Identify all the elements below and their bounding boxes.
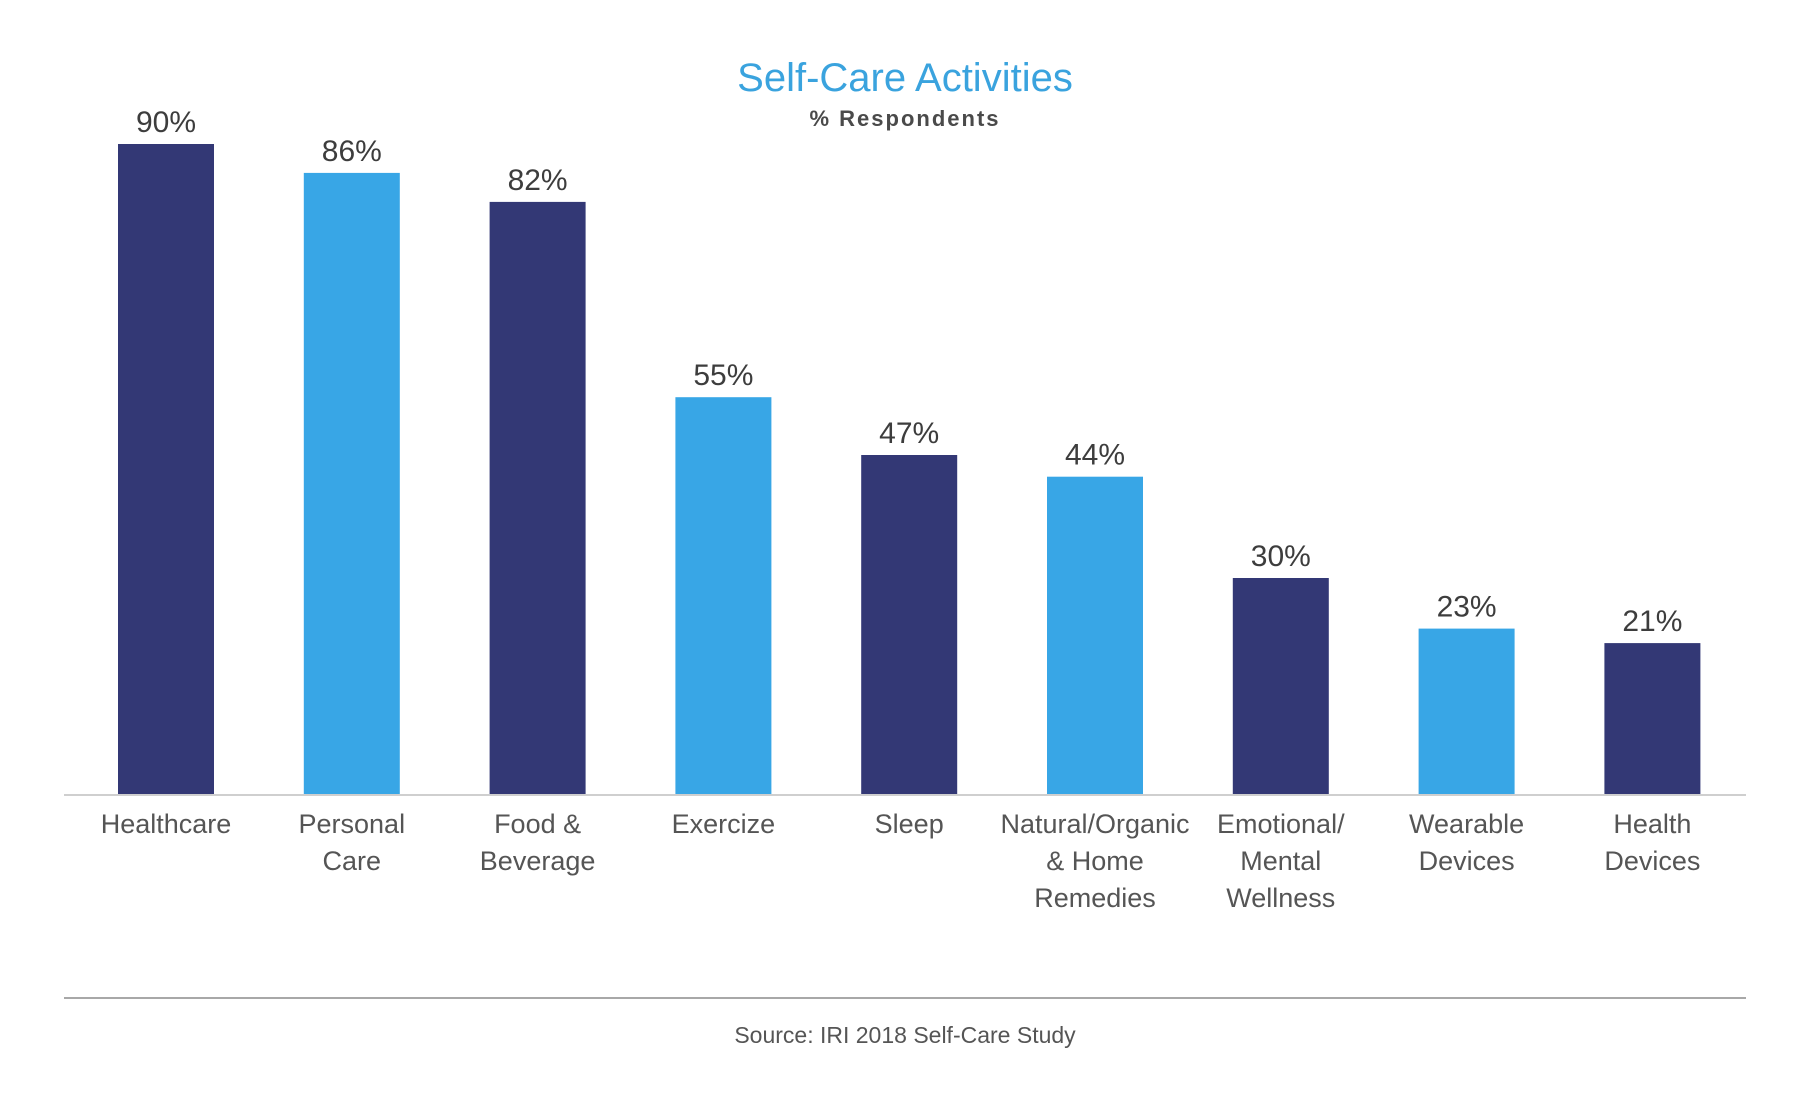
category-label-6: Emotional/Mental Wellness (1217, 809, 1345, 913)
value-label-0: 90% (136, 106, 196, 139)
category-label-1: Personal Care (299, 809, 406, 876)
value-label-2: 82% (508, 164, 568, 197)
category-label-line: Health (1613, 809, 1691, 839)
category-label-line: Beverage (480, 846, 596, 876)
chart-subtitle: % Respondents (809, 106, 1000, 131)
category-label-line: Care (323, 846, 382, 876)
category-label-line: Healthcare (101, 809, 232, 839)
bar-3 (675, 397, 772, 795)
category-label-line: & Home (1046, 846, 1144, 876)
bar-8 (1604, 643, 1701, 795)
category-label-line: Devices (1419, 846, 1515, 876)
bars-group (118, 144, 1701, 795)
value-label-5: 44% (1065, 439, 1125, 472)
category-labels-group: Healthcare Personal Care Food & Beverage Exer… (101, 809, 1701, 913)
bar-6 (1232, 578, 1329, 795)
category-label-0: Healthcare (101, 809, 232, 839)
category-label-line: Food & (494, 809, 581, 839)
value-label-6: 30% (1251, 540, 1311, 573)
bar-2 (489, 201, 586, 795)
category-label-line: Wellness (1226, 883, 1335, 913)
value-label-3: 55% (693, 359, 753, 392)
category-label-7: Wearable Devices (1409, 809, 1524, 876)
value-labels-group: 90% 86% 82% 55% 47% 44% 30% 23% 21% (136, 106, 1682, 638)
category-label-2: Food & Beverage (480, 809, 596, 876)
category-label-5: Natural/Organic & Home Remedies (1000, 809, 1189, 913)
bar-1 (303, 172, 400, 795)
chart-title: Self-Care Activities (737, 56, 1073, 100)
value-label-4: 47% (879, 417, 939, 450)
category-label-line: Personal (299, 809, 406, 839)
bar-0 (118, 144, 214, 795)
category-label-line: Mental (1240, 846, 1321, 876)
bar-5 (1047, 476, 1143, 795)
category-label-line: Natural/Organic (1000, 809, 1189, 839)
category-label-line: Exercize (672, 809, 776, 839)
bar-4 (861, 455, 958, 795)
value-label-7: 23% (1437, 591, 1497, 624)
category-label-line: Sleep (875, 809, 944, 839)
bar-7 (1418, 628, 1515, 795)
category-label-line: Remedies (1034, 883, 1156, 913)
category-label-8: Health Devices (1604, 809, 1700, 876)
value-label-8: 21% (1622, 605, 1682, 638)
category-label-line: Emotional/ (1217, 809, 1345, 839)
value-label-1: 86% (322, 135, 382, 168)
category-label-line: Wearable (1409, 809, 1524, 839)
category-label-line: Devices (1604, 846, 1700, 876)
category-label-3: Exercize (672, 809, 776, 839)
source-note: Source: IRI 2018 Self-Care Study (734, 1022, 1076, 1048)
category-label-4: Sleep (875, 809, 944, 839)
